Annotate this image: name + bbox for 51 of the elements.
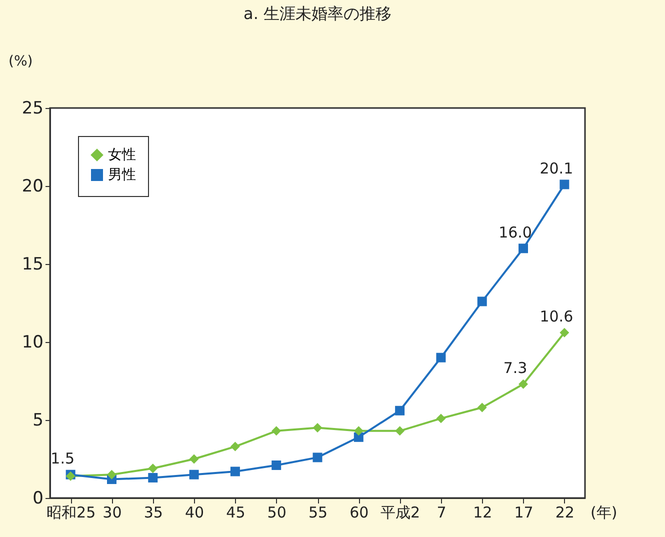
point: [272, 460, 282, 470]
point: [436, 414, 446, 424]
x-tick-label: 40: [184, 504, 204, 522]
x-tick-label: 7: [436, 504, 446, 522]
x-tick-label: 30: [102, 504, 122, 522]
data-label: 10.6: [540, 308, 574, 326]
x-tick-label: 60: [350, 504, 369, 522]
point: [312, 423, 322, 433]
point: [354, 426, 364, 436]
y-tick-label: 5: [32, 410, 44, 430]
point: [106, 470, 116, 480]
legend-label: 女性: [108, 147, 136, 163]
point: [312, 452, 322, 462]
x-tick-label: 22: [555, 504, 574, 522]
point: [395, 406, 405, 416]
y-tick-label: 20: [22, 176, 44, 196]
point: [230, 442, 240, 452]
x-tick-label: 50: [267, 504, 286, 522]
point: [560, 180, 570, 190]
chart-title: a. 生涯未婚率の推移: [244, 4, 392, 23]
point: [189, 470, 199, 480]
point: [272, 426, 282, 436]
x-axis-title: (年): [590, 504, 618, 522]
y-tick-label: 0: [32, 488, 44, 508]
x-tick-label: 平成2: [380, 504, 420, 522]
data-label: 1.5: [50, 450, 75, 468]
point: [560, 328, 570, 338]
point: [189, 454, 199, 464]
y-tick-label: 25: [22, 98, 44, 118]
x-tick-label: 昭和25: [46, 504, 96, 522]
x-tick-label: 12: [473, 504, 492, 522]
y-tick-label: 10: [22, 332, 44, 352]
x-tick-label: 35: [144, 504, 163, 522]
point: [148, 464, 158, 474]
point: [477, 296, 487, 306]
x-tick-label: 55: [308, 504, 328, 522]
point: [148, 472, 158, 482]
legend-label: 男性: [108, 167, 136, 183]
data-label: 7.3: [503, 359, 528, 378]
point: [518, 244, 528, 254]
data-label: 16.0: [498, 223, 532, 242]
x-tick-label: 45: [226, 504, 246, 522]
data-label: 20.1: [540, 159, 574, 178]
point: [518, 379, 528, 389]
x-tick-label: 17: [514, 504, 534, 522]
point: [436, 352, 446, 362]
y-axis-title: (%): [8, 54, 33, 70]
point: [230, 466, 240, 476]
y-tick-label: 15: [22, 254, 44, 274]
point: [395, 426, 405, 436]
point: [477, 402, 487, 412]
